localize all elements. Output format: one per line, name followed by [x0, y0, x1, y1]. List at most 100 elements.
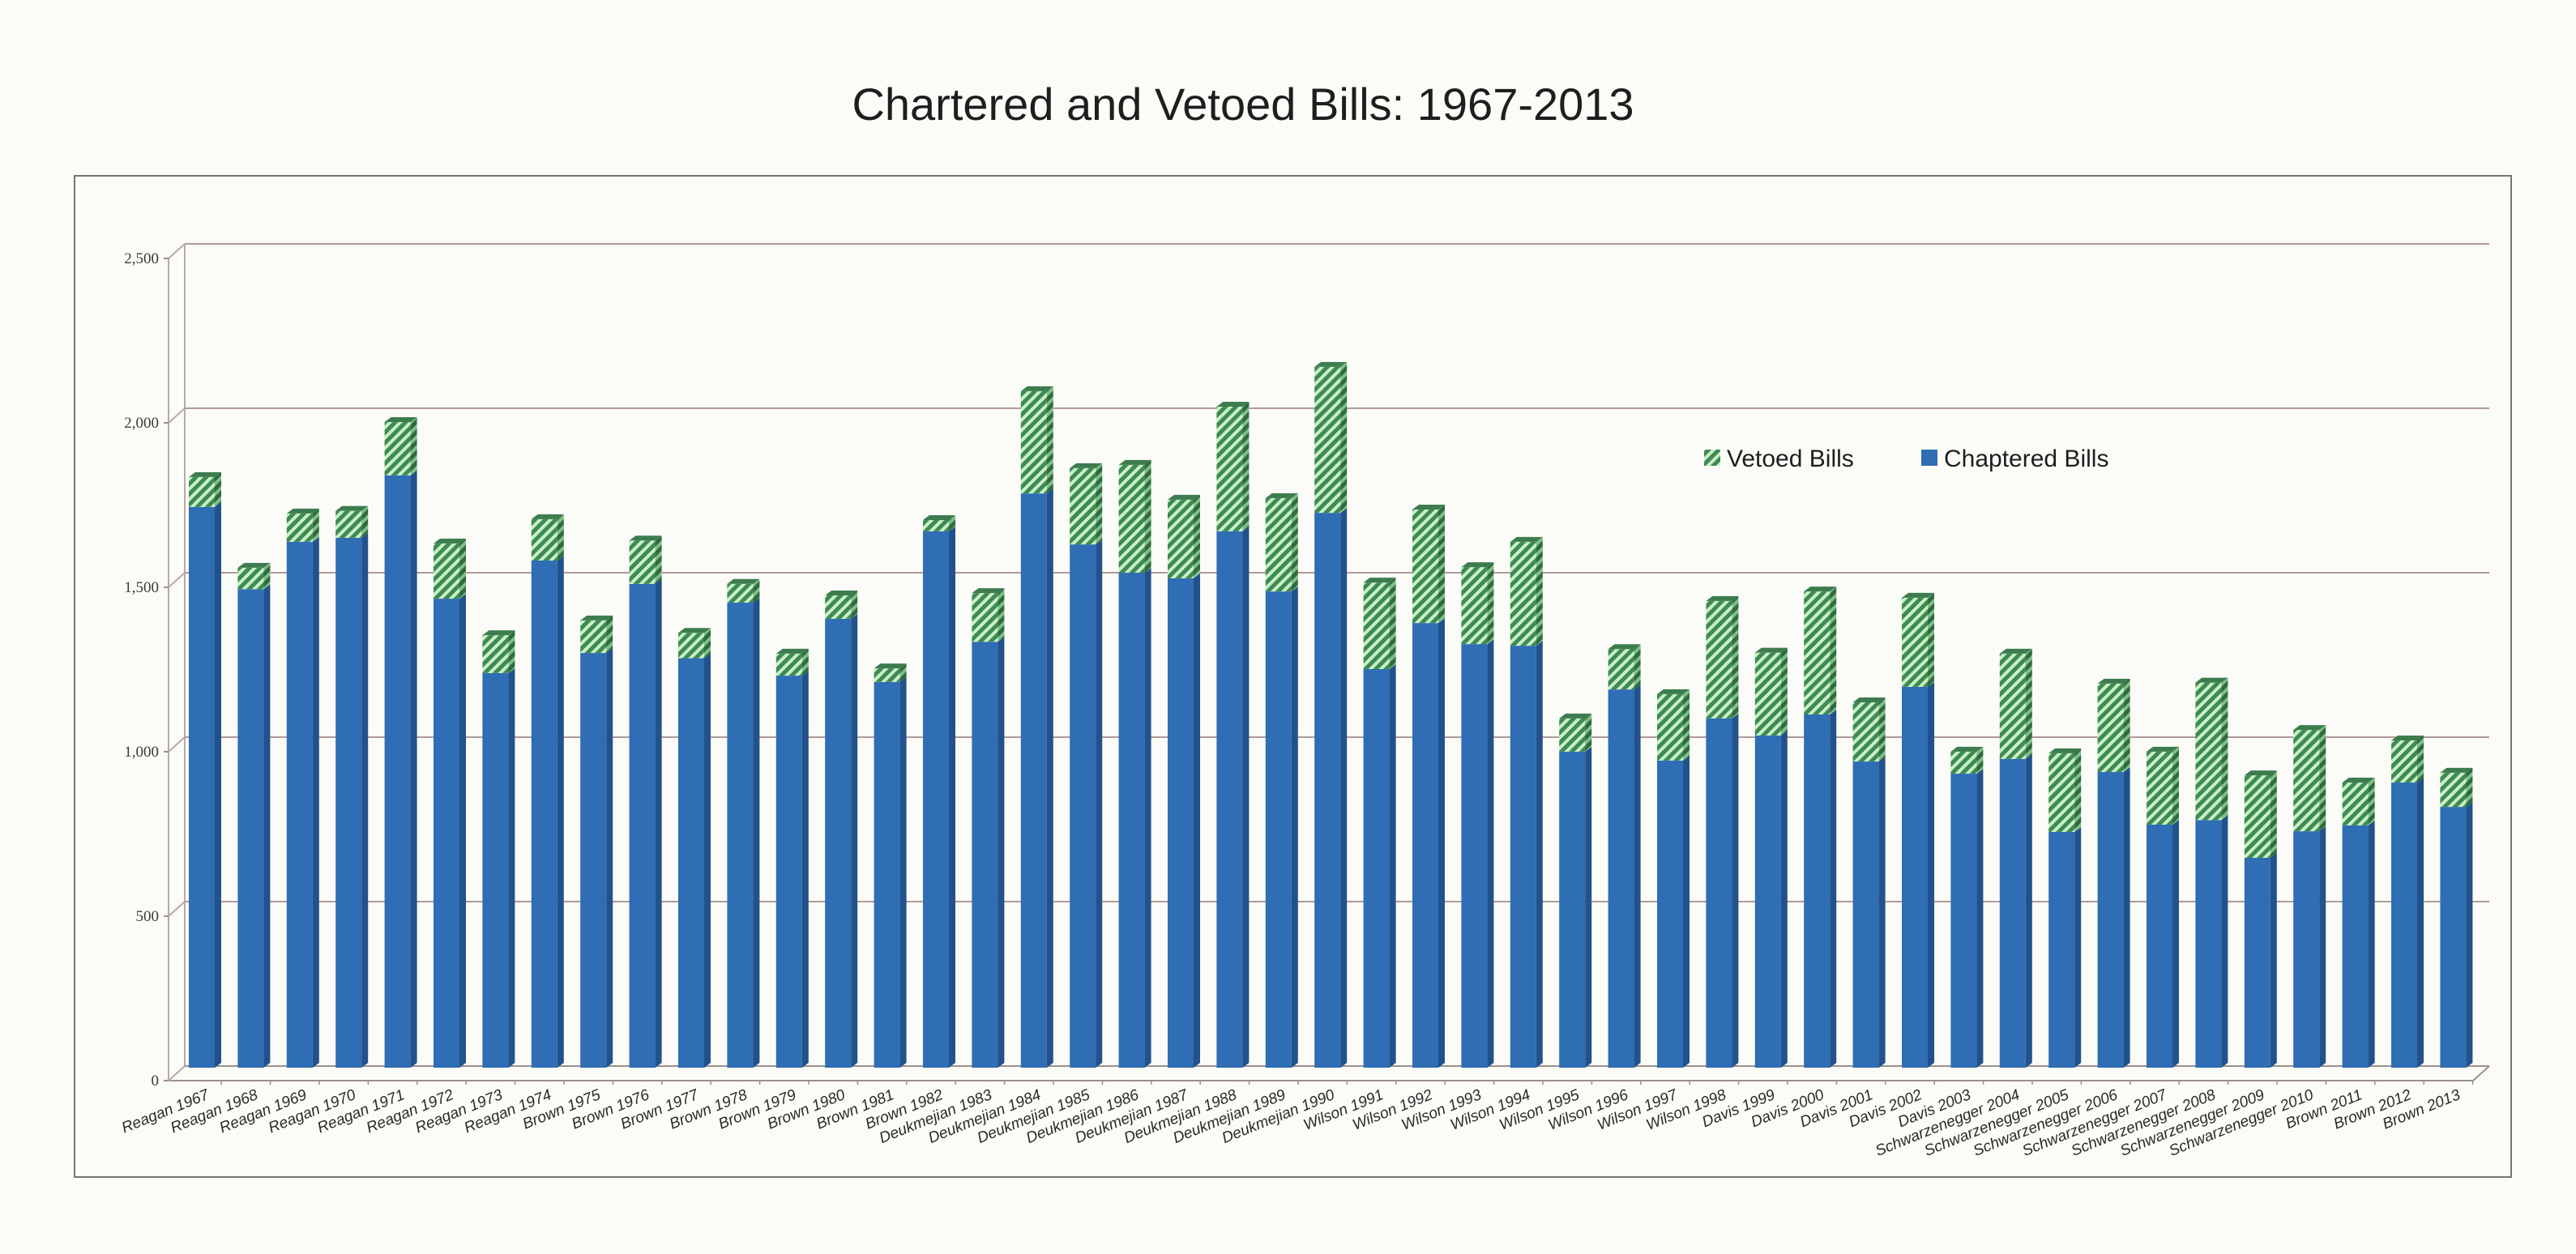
bar-chaptered: [1902, 686, 1928, 1068]
bar-group: [335, 505, 369, 1068]
bar-group: [1265, 493, 1298, 1068]
bar-vetoed-side: [2270, 770, 2277, 859]
bar-vetoed-side: [1291, 493, 1298, 592]
bar-chaptered: [2391, 783, 2417, 1068]
floor-edge: [2472, 1065, 2490, 1081]
bar-vetoed: [2244, 775, 2271, 859]
bar-top: [1118, 459, 1151, 465]
bar-top: [2097, 678, 2130, 684]
bar-group: [1852, 697, 1886, 1068]
bar-top: [2293, 725, 2326, 731]
bar-group: [531, 514, 564, 1068]
bar-chaptered-side: [899, 676, 907, 1068]
bar-vetoed: [775, 653, 802, 676]
bar-group: [237, 562, 271, 1068]
bar-vetoed-side: [459, 538, 466, 599]
bar-group: [1461, 562, 1494, 1068]
bar-group: [2293, 725, 2326, 1068]
bar-chaptered: [1070, 544, 1096, 1068]
bar-top: [1265, 493, 1298, 498]
bar-top: [1168, 494, 1200, 500]
bar-group: [2244, 770, 2277, 1068]
bar-top: [2244, 770, 2277, 776]
bar-group: [189, 471, 221, 1068]
bar-chaptered-side: [263, 584, 271, 1068]
bar-top: [2195, 677, 2228, 683]
bar-vetoed-side: [1536, 536, 1543, 646]
bar-chaptered: [2147, 824, 2172, 1068]
bar-chaptered-side: [2172, 819, 2179, 1068]
bar-chaptered-side: [2123, 767, 2130, 1068]
bar-vetoed-side: [1585, 713, 1592, 752]
bar-top: [1608, 644, 1641, 650]
bar-chaptered: [1118, 573, 1145, 1068]
bar-chaptered: [2342, 825, 2369, 1068]
bar-vetoed: [1804, 591, 1831, 714]
bar-group: [1804, 586, 1837, 1068]
legend: Vetoed Bills Chaptered Bills: [1704, 446, 2108, 472]
bar-chaptered-side: [1928, 681, 1934, 1068]
bar-chaptered: [1657, 760, 1683, 1068]
bar-group: [1657, 689, 1690, 1068]
bar-chaptered: [923, 531, 949, 1068]
bar-top: [1804, 586, 1837, 592]
bars: [189, 361, 2473, 1068]
bar-group: [2440, 767, 2473, 1068]
bar-chaptered-side: [312, 536, 319, 1068]
chart-title: Chartered and Vetoed Bills: 1967-2013: [852, 79, 1634, 130]
bar-group: [1510, 536, 1543, 1068]
bar-vetoed: [482, 635, 509, 673]
bar-chaptered: [1950, 774, 1977, 1068]
bar-chaptered: [1559, 751, 1586, 1068]
bar-group: [678, 628, 711, 1068]
bar-group: [727, 578, 760, 1068]
bar-chaptered: [1804, 714, 1831, 1068]
bar-group: [1999, 648, 2032, 1068]
gridline-depth: [168, 407, 186, 424]
bar-vetoed: [531, 518, 557, 561]
bar-vetoed-side: [361, 505, 369, 538]
legend-label-chaptered: Chaptered Bills: [1944, 446, 2108, 472]
bar-chaptered-side: [1340, 508, 1348, 1068]
bar-top: [1510, 536, 1543, 542]
bar-vetoed-side: [801, 648, 809, 676]
bar-chaptered-side: [459, 594, 466, 1068]
y-tick-label: 2,000: [124, 415, 159, 432]
bar-chaptered-side: [851, 613, 858, 1068]
bar-vetoed: [2147, 751, 2172, 825]
bar-top: [1020, 386, 1053, 391]
bar-group: [2048, 748, 2082, 1068]
bar-vetoed-side: [1634, 644, 1641, 690]
bar-top: [629, 535, 662, 541]
bar-group: [923, 515, 955, 1068]
bar-vetoed: [1265, 497, 1292, 592]
bar-chaptered-side: [361, 532, 369, 1068]
chart-frame: [74, 175, 2512, 1178]
y-tick-label: 1,500: [124, 579, 159, 596]
bar-top: [2391, 736, 2424, 741]
bar-chaptered: [189, 506, 215, 1068]
bar-chaptered: [1461, 644, 1488, 1068]
bar-group: [1412, 505, 1445, 1068]
bar-chaptered-side: [2368, 820, 2375, 1068]
bar-top: [384, 417, 417, 423]
bar-vetoed: [1314, 366, 1341, 514]
bar-chaptered-side: [949, 526, 955, 1068]
bar-group: [580, 615, 613, 1068]
bar-chaptered-side: [1291, 586, 1298, 1068]
bar-top: [775, 648, 809, 654]
bar-vetoed: [1363, 582, 1390, 669]
bar-vetoed: [1118, 464, 1145, 573]
bar-chaptered-side: [1487, 639, 1494, 1068]
bar-chaptered-side: [1438, 618, 1445, 1068]
bar-chaptered-side: [753, 597, 760, 1068]
legend-item-vetoed: Vetoed Bills: [1704, 446, 1854, 472]
bar-top: [874, 663, 907, 669]
gridline-depth: [168, 572, 186, 588]
bar-chaptered-side: [1732, 713, 1739, 1068]
bar-vetoed-side: [1683, 689, 1690, 761]
bar-vetoed-side: [508, 630, 515, 673]
bar-chaptered: [2293, 831, 2320, 1068]
bar-chaptered: [874, 681, 900, 1068]
bar-vetoed-side: [2417, 736, 2424, 783]
